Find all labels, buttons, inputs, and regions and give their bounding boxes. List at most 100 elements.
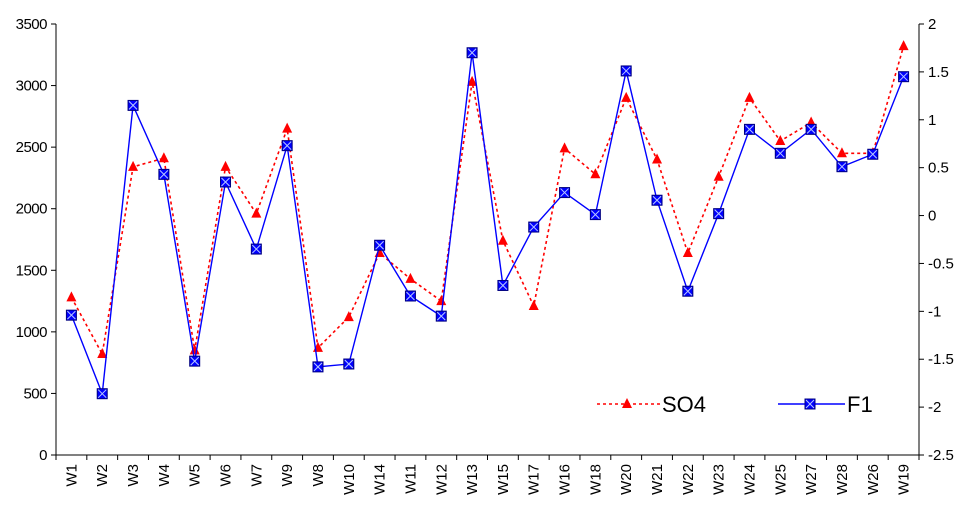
y-right-tick-label: -1 bbox=[928, 303, 941, 320]
series-so4-point bbox=[220, 160, 231, 171]
series-so4-point bbox=[97, 348, 108, 359]
y-left-tick-label: 2000 bbox=[16, 201, 48, 218]
series-so4-point bbox=[282, 122, 293, 133]
x-tick-label: W16 bbox=[557, 464, 574, 495]
x-tick-label: W15 bbox=[495, 464, 512, 495]
x-tick-label: W9 bbox=[279, 464, 296, 487]
legend-label-f1: F1 bbox=[847, 392, 873, 417]
series-f1-point-cross bbox=[529, 222, 539, 232]
x-tick-label: W14 bbox=[372, 464, 389, 495]
x-tick-label: W28 bbox=[834, 464, 851, 495]
series-so4-point bbox=[775, 134, 786, 145]
y-left-tick-label: 3000 bbox=[16, 78, 48, 95]
series-f1-point-cross bbox=[467, 48, 477, 58]
series-so4-point bbox=[158, 152, 169, 163]
series-f1-line bbox=[70, 52, 905, 394]
series-f1-point-cross bbox=[406, 291, 415, 301]
series-f1-point-cross bbox=[436, 311, 446, 321]
legend-marker-f1-cross bbox=[805, 399, 815, 409]
x-tick-label: W4 bbox=[156, 464, 173, 487]
x-tick-label: W11 bbox=[402, 464, 419, 494]
series-so4-point bbox=[559, 142, 570, 153]
y-right-tick-label: -2 bbox=[928, 399, 941, 416]
x-tick-label: W23 bbox=[711, 464, 728, 495]
series-f1-point-cross bbox=[128, 101, 138, 110]
series-f1-point-cross bbox=[621, 66, 631, 76]
series-so4-point bbox=[621, 91, 632, 102]
series-f1-point-cross bbox=[498, 281, 508, 290]
x-tick-label: W18 bbox=[587, 464, 604, 495]
x-tick-label: W1 bbox=[63, 464, 80, 487]
y-right-tick-label: 1 bbox=[928, 112, 936, 129]
x-tick-label: W12 bbox=[433, 464, 450, 495]
y-left-tick-label: 1000 bbox=[16, 324, 48, 341]
series-f1-point-cross bbox=[837, 162, 847, 172]
legend-label-so4: SO4 bbox=[662, 392, 706, 417]
series-f1-point-cross bbox=[683, 286, 693, 296]
series-so4 bbox=[66, 40, 909, 359]
legend-marker-so4 bbox=[622, 398, 632, 408]
series-f1-point-cross bbox=[652, 195, 662, 205]
series-so4-point bbox=[898, 40, 909, 51]
x-tick-label: W6 bbox=[218, 464, 235, 487]
series-so4-point bbox=[682, 247, 693, 258]
series-so4-point bbox=[405, 272, 416, 283]
x-tick-label: W26 bbox=[865, 464, 882, 495]
y-left-tick-label: 0 bbox=[39, 447, 47, 464]
series-so4-point bbox=[713, 170, 724, 181]
y-right-tick-label: -0.5 bbox=[928, 255, 954, 272]
series-so4-point bbox=[590, 168, 601, 179]
series-f1-point-cross bbox=[806, 125, 816, 134]
series-so4-point bbox=[436, 295, 447, 306]
x-tick-label: W13 bbox=[464, 464, 481, 495]
series-so4-point bbox=[128, 160, 139, 171]
series-f1-point-cross bbox=[344, 359, 354, 369]
x-tick-label: W7 bbox=[248, 464, 265, 487]
series-f1-point-cross bbox=[159, 170, 169, 179]
x-tick-label: W19 bbox=[896, 464, 913, 495]
legend: SO4 F1 bbox=[597, 392, 873, 417]
y-right-tick-label: 1.5 bbox=[928, 64, 949, 81]
x-tick-label: W24 bbox=[741, 464, 758, 495]
y-right-tick-label: 2 bbox=[928, 16, 936, 33]
y-right-tick-label: 0.5 bbox=[928, 160, 949, 177]
series-f1-point-cross bbox=[375, 240, 384, 250]
series-f1-point-cross bbox=[714, 209, 724, 218]
series-f1-point-cross bbox=[899, 72, 908, 82]
series-f1-point-cross bbox=[97, 389, 107, 399]
y-right-tick-label: -1.5 bbox=[928, 351, 954, 368]
x-tick-label: W25 bbox=[772, 464, 789, 495]
series-f1-point-cross bbox=[251, 244, 261, 254]
x-tick-label: W10 bbox=[341, 464, 358, 495]
y-left-tick-label: 500 bbox=[23, 385, 47, 402]
series-so4-point bbox=[343, 311, 354, 322]
series-so4-point bbox=[251, 207, 262, 218]
series-f1-point-cross bbox=[591, 210, 600, 219]
series-f1-point-cross bbox=[313, 362, 323, 372]
series-so4-point bbox=[497, 234, 508, 245]
series-f1-point-cross bbox=[560, 188, 569, 197]
series-so4-point bbox=[189, 344, 200, 355]
series-f1-point-cross bbox=[282, 141, 292, 150]
y-right-tick-label: -2.5 bbox=[928, 447, 954, 464]
series-so4-point bbox=[836, 147, 847, 158]
series-so4-point bbox=[744, 91, 755, 102]
series-f1-point-cross bbox=[868, 149, 878, 159]
series-f1-point-cross bbox=[190, 356, 200, 366]
series-so4-point bbox=[66, 291, 77, 302]
x-tick-label: W2 bbox=[94, 464, 111, 487]
x-tick-label: W21 bbox=[649, 464, 666, 495]
series-so4-point bbox=[528, 299, 539, 310]
y-right-tick-label: 0 bbox=[928, 208, 936, 225]
y-left-tick-label: 2500 bbox=[16, 139, 48, 156]
x-tick-label: W27 bbox=[803, 464, 820, 495]
series-f1-point-cross bbox=[745, 125, 754, 134]
series-so4-point bbox=[652, 153, 663, 164]
series-f1-point-cross bbox=[775, 148, 785, 158]
x-tick-label: W5 bbox=[187, 464, 204, 487]
series-so4-point bbox=[467, 75, 478, 86]
series-f1-point-cross bbox=[67, 310, 76, 320]
x-tick-label: W8 bbox=[310, 464, 327, 487]
